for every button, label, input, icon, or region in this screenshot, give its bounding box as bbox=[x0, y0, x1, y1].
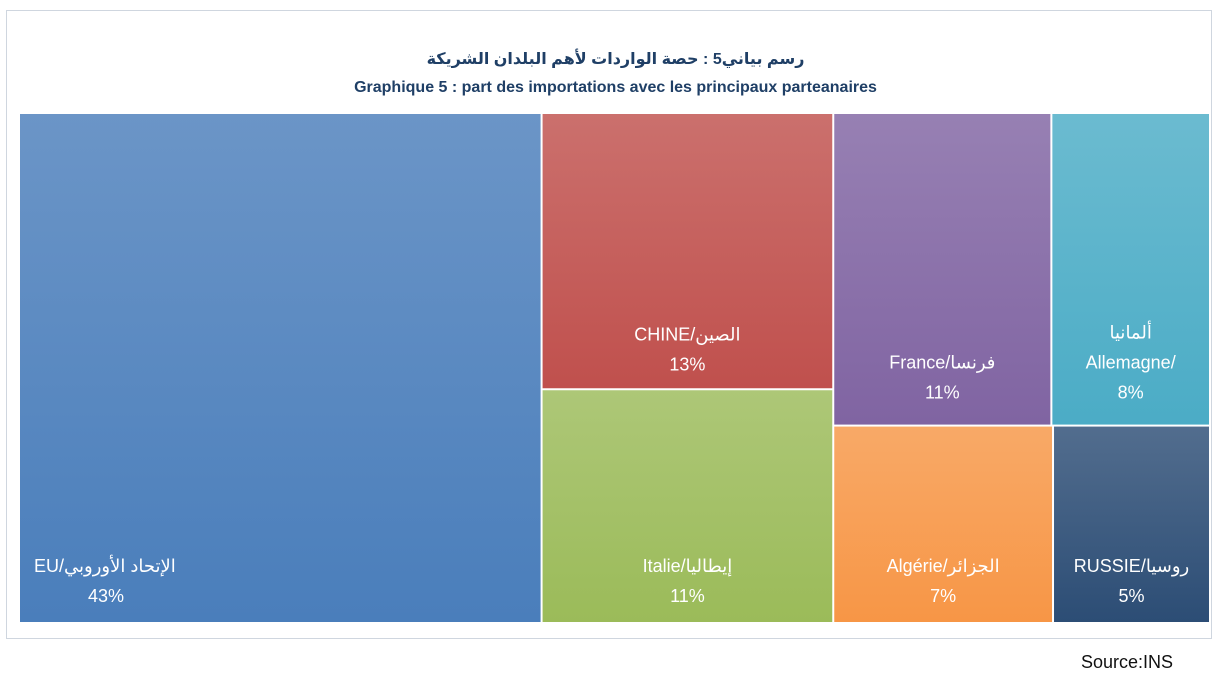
treemap-tile-5 bbox=[834, 426, 1053, 622]
source-note: Source:INS bbox=[1080, 652, 1173, 672]
tile-name-label-4: ألمانيا bbox=[1110, 321, 1152, 343]
tile-name-label-2: Italie/إيطاليا bbox=[643, 556, 733, 576]
treemap-tile-6 bbox=[1054, 426, 1209, 622]
tile-value-label-6: 5% bbox=[1119, 586, 1145, 606]
tile-value-label-1: 13% bbox=[669, 354, 705, 374]
tile-name-label-1: CHINE/الصين bbox=[634, 324, 740, 345]
tile-name-label-0: EU/الإتحاد الأوروبي bbox=[34, 555, 176, 577]
tile-value-label-4: 8% bbox=[1118, 383, 1144, 403]
treemap-tile-4 bbox=[1052, 114, 1209, 425]
tile-value-label-3: 11% bbox=[925, 383, 960, 403]
treemap-tile-3 bbox=[834, 114, 1051, 425]
tile-value-label-0: 43% bbox=[88, 586, 124, 606]
tile-name-label-3: France/فرنسا bbox=[889, 353, 995, 374]
tile-name-label-5: Algérie/الجزائر bbox=[887, 556, 1000, 577]
treemap-tile-0 bbox=[20, 114, 541, 622]
tile-name-label-6: RUSSIE/روسيا bbox=[1074, 556, 1189, 577]
tile-name-label-4: Allemagne/ bbox=[1086, 353, 1176, 373]
chart-title-french: Graphique 5 : part des importations avec… bbox=[354, 79, 877, 96]
chart-title-arabic: رسم بياني5 : حصة الواردات لأهم البلدان ا… bbox=[426, 51, 805, 68]
treemap-tile-2 bbox=[542, 390, 833, 622]
tile-value-label-5: 7% bbox=[930, 586, 956, 606]
treemap-tile-1 bbox=[542, 114, 833, 389]
tile-value-label-2: 11% bbox=[670, 586, 705, 606]
